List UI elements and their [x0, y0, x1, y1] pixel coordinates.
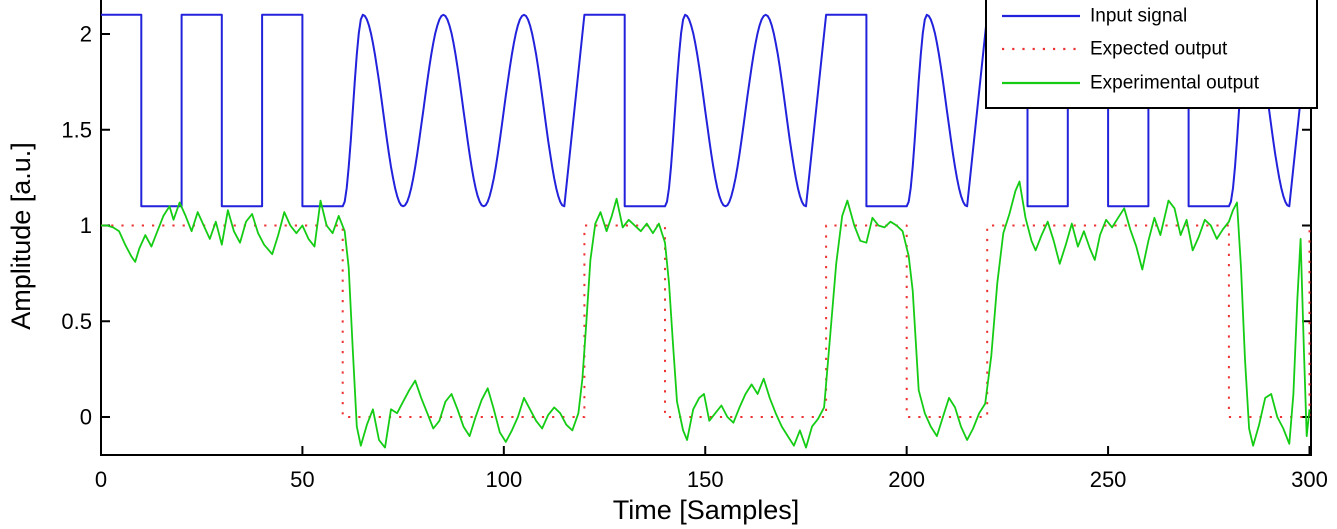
expected-output-line — [101, 224, 1311, 418]
legend-label-experimental-output: Experimental output — [1090, 73, 1260, 94]
legend: Input signal Expected output Experimenta… — [985, 0, 1318, 109]
x-tick-label: 300 — [1291, 467, 1328, 492]
y-axis-label: Amplitude [a.u.] — [6, 142, 36, 330]
y-tick-label: 1 — [80, 213, 92, 238]
y-tick-label: 0.5 — [61, 309, 92, 334]
legend-box — [985, 0, 1318, 109]
axes: 0 50 100 150 200 250 300 0 0.5 1 1.5 2 — [61, 0, 1328, 492]
x-tick-label: 100 — [485, 467, 522, 492]
x-tick-label: 0 — [95, 467, 107, 492]
legend-label-input-signal: Input signal — [1090, 6, 1187, 27]
x-tick-label: 150 — [687, 467, 724, 492]
input-signal-line — [101, 13, 1311, 208]
x-tick-label: 250 — [1090, 467, 1127, 492]
x-tick-label: 200 — [888, 467, 925, 492]
legend-label-expected-output: Expected output — [1090, 39, 1228, 60]
y-tick-label: 0 — [80, 405, 92, 430]
x-axis-label: Time [Samples] — [613, 495, 800, 525]
x-tick-label: 50 — [290, 467, 314, 492]
y-tick-label: 2 — [80, 22, 92, 47]
series — [101, 13, 1311, 449]
experimental-output-line — [101, 180, 1311, 449]
y-tick-label: 1.5 — [61, 117, 92, 142]
